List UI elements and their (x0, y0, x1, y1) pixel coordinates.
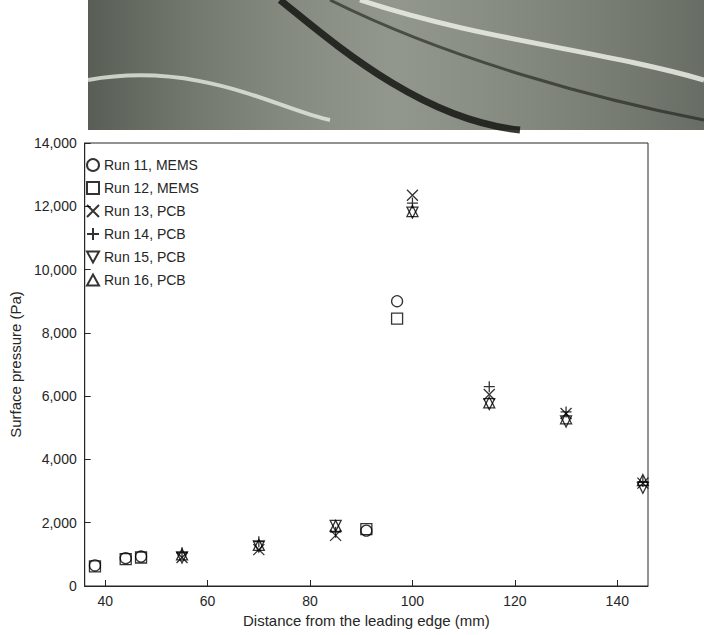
svg-text:12,000: 12,000 (34, 198, 77, 214)
svg-text:Run 15, PCB: Run 15, PCB (104, 249, 186, 265)
svg-text:140: 140 (606, 593, 630, 609)
svg-text:60: 60 (200, 593, 216, 609)
svg-text:Run 11, MEMS: Run 11, MEMS (104, 157, 198, 173)
svg-text:80: 80 (302, 593, 318, 609)
svg-text:0: 0 (69, 578, 77, 594)
svg-text:Run 14, PCB: Run 14, PCB (104, 226, 186, 242)
svg-text:40: 40 (97, 593, 113, 609)
svg-text:Distance from the leading edge: Distance from the leading edge (mm) (243, 612, 490, 629)
svg-text:100: 100 (401, 593, 425, 609)
svg-text:Run 16, PCB: Run 16, PCB (104, 272, 186, 288)
svg-text:120: 120 (503, 593, 527, 609)
svg-text:8,000: 8,000 (42, 325, 77, 341)
svg-text:4,000: 4,000 (42, 451, 77, 467)
svg-text:Run 12, MEMS: Run 12, MEMS (104, 180, 199, 196)
svg-text:10,000: 10,000 (34, 262, 77, 278)
svg-text:Run 13, PCB: Run 13, PCB (104, 203, 186, 219)
svg-text:Surface pressure (Pa): Surface pressure (Pa) (7, 291, 24, 438)
svg-text:6,000: 6,000 (42, 388, 77, 404)
svg-text:14,000: 14,000 (34, 135, 77, 151)
svg-text:2,000: 2,000 (42, 515, 77, 531)
